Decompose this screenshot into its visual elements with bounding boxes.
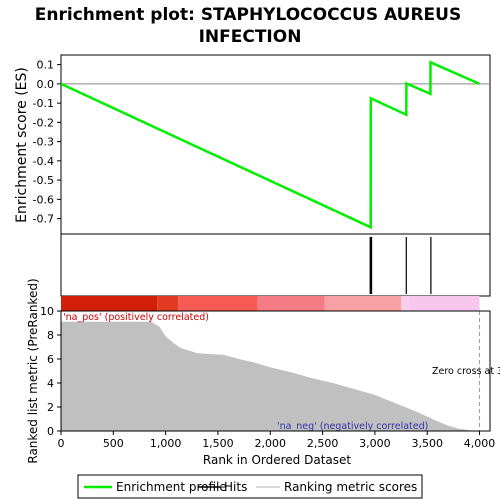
es-y-tick-label: -0.4 bbox=[33, 155, 54, 168]
chart-title-line-2: INFECTION bbox=[199, 27, 302, 47]
color-bar-segment bbox=[61, 296, 158, 311]
x-tick-label: 3,500 bbox=[411, 437, 443, 450]
legend-label: Hits bbox=[224, 480, 247, 494]
color-bar-segment bbox=[409, 296, 480, 311]
rank-y-ticks: 0 2 4 6 8 10 bbox=[40, 305, 61, 438]
x-tick-label: 2,000 bbox=[255, 437, 287, 450]
rank-x-ticks: 0 500 1,000 1,500 2,000 2,500 3,000 3,500 4,000 bbox=[58, 431, 496, 450]
x-axis-label: Rank in Ordered Dataset bbox=[203, 453, 351, 467]
rank-y-tick-label: 6 bbox=[47, 353, 54, 366]
es-y-tick-label: -0.6 bbox=[33, 193, 54, 206]
legend-box bbox=[77, 474, 423, 499]
x-tick-label: 1,500 bbox=[202, 437, 234, 450]
ranking-metric-area bbox=[61, 321, 480, 431]
es-y-tick-label: -0.7 bbox=[33, 213, 54, 226]
hits-panel-frame bbox=[60, 233, 491, 297]
ranking-color-bar bbox=[61, 296, 480, 311]
negative-correlation-label: 'na_neg' (negatively correlated) bbox=[277, 421, 428, 432]
x-tick-label: 1,000 bbox=[150, 437, 182, 450]
es-y-tick-label: -0.3 bbox=[33, 136, 54, 149]
chart-title-line-1: Enrichment plot: STAPHYLOCOCCUS AUREUS bbox=[35, 5, 461, 25]
hits-markers bbox=[369, 237, 432, 294]
rank-y-tick-label: 10 bbox=[40, 305, 54, 318]
es-y-tick-label: -0.5 bbox=[33, 174, 54, 187]
es-y-tick-label: 0.0 bbox=[37, 78, 55, 91]
es-y-tick-label: -0.2 bbox=[33, 116, 54, 129]
x-tick-label: 2,500 bbox=[307, 437, 339, 450]
rank-y-axis-label: Ranked list metric (PreRanked) bbox=[26, 278, 40, 463]
es-panel-frame bbox=[60, 54, 491, 235]
rank-y-tick-label: 2 bbox=[47, 401, 54, 414]
rank-y-tick-label: 8 bbox=[47, 329, 54, 342]
x-tick-label: 3,000 bbox=[359, 437, 391, 450]
es-y-tick-label: -0.1 bbox=[33, 97, 54, 110]
color-bar-segment bbox=[401, 296, 410, 311]
x-tick-label: 4,000 bbox=[464, 437, 496, 450]
rank-panel-frame-overlay bbox=[60, 310, 491, 432]
legend-label: Enrichment profile bbox=[116, 480, 227, 494]
color-bar-segment bbox=[324, 296, 402, 311]
es-y-tick-label: 0.1 bbox=[37, 59, 55, 72]
zero-cross-label: Zero cross at 3 bbox=[432, 366, 500, 377]
x-tick-label: 0 bbox=[58, 437, 65, 450]
rank-y-tick-label: 4 bbox=[47, 377, 54, 390]
color-bar-segment bbox=[157, 296, 179, 311]
es-y-axis-label: Enrichment score (ES) bbox=[14, 67, 30, 223]
positive-correlation-label: 'na_pos' (positively correlated) bbox=[63, 312, 209, 323]
x-tick-label: 500 bbox=[103, 437, 124, 450]
color-bar-segment bbox=[257, 296, 325, 311]
rank-y-tick-label: 0 bbox=[47, 425, 54, 438]
es-y-ticks: 0.1 0.0 -0.1 -0.2 -0.3 -0.4 -0.5 -0.6 -0.7 bbox=[33, 59, 61, 226]
legend-label: Ranking metric scores bbox=[284, 480, 417, 494]
color-bar-segment bbox=[178, 296, 258, 311]
enrichment-profile-line bbox=[60, 60, 481, 230]
